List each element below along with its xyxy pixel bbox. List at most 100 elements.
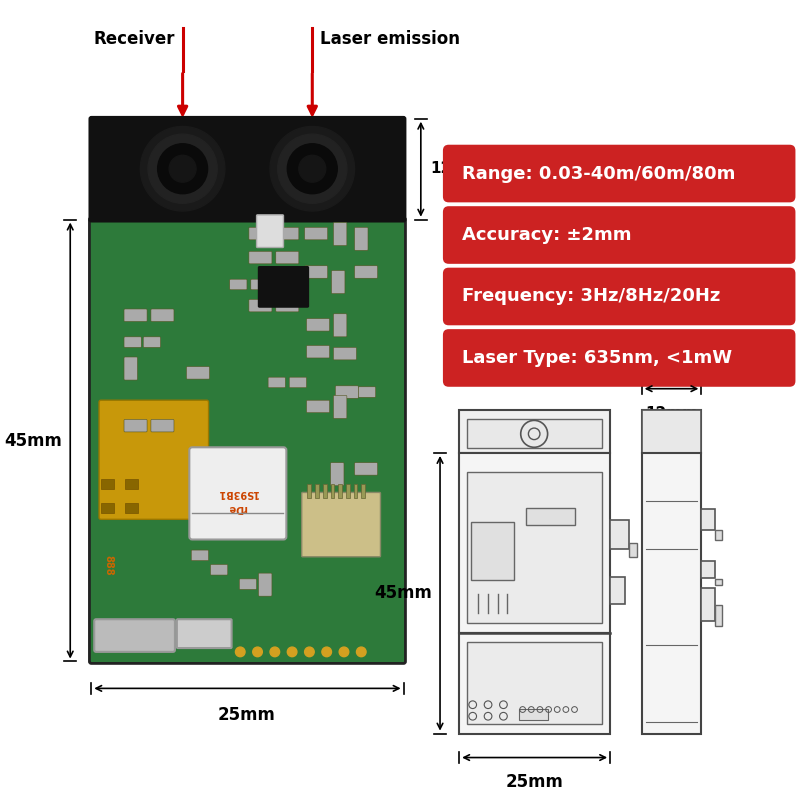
- FancyBboxPatch shape: [124, 419, 147, 432]
- FancyBboxPatch shape: [354, 227, 368, 250]
- FancyBboxPatch shape: [89, 116, 406, 222]
- Bar: [467, 642, 602, 724]
- FancyBboxPatch shape: [305, 266, 328, 278]
- Text: 1S93B1: 1S93B1: [217, 488, 258, 498]
- FancyBboxPatch shape: [305, 227, 328, 240]
- FancyBboxPatch shape: [330, 462, 344, 486]
- Text: 45mm: 45mm: [374, 584, 432, 602]
- Circle shape: [158, 144, 207, 194]
- FancyBboxPatch shape: [276, 227, 299, 240]
- Text: Range: 0.03-40m/60m/80m: Range: 0.03-40m/60m/80m: [462, 165, 735, 182]
- Bar: [125, 479, 138, 489]
- Text: Accuracy: ±2mm: Accuracy: ±2mm: [462, 226, 632, 244]
- Circle shape: [140, 126, 225, 211]
- FancyBboxPatch shape: [249, 227, 272, 240]
- Circle shape: [322, 647, 331, 657]
- FancyBboxPatch shape: [334, 347, 357, 360]
- Text: 45mm: 45mm: [5, 431, 62, 450]
- FancyBboxPatch shape: [354, 462, 378, 475]
- Text: Laser Type: 635nm, <1mW: Laser Type: 635nm, <1mW: [462, 349, 732, 367]
- Bar: [330, 484, 334, 498]
- Bar: [630, 543, 637, 557]
- Text: 888: 888: [104, 555, 114, 576]
- FancyBboxPatch shape: [190, 447, 286, 539]
- Circle shape: [169, 155, 196, 182]
- FancyBboxPatch shape: [239, 579, 257, 590]
- Text: 12mm: 12mm: [645, 406, 698, 421]
- FancyBboxPatch shape: [443, 206, 795, 264]
- Bar: [307, 484, 311, 498]
- FancyBboxPatch shape: [251, 279, 268, 290]
- Bar: [714, 579, 722, 585]
- Bar: [467, 419, 602, 448]
- Bar: [702, 509, 714, 530]
- Bar: [101, 479, 114, 489]
- FancyBboxPatch shape: [306, 318, 330, 331]
- Bar: [362, 484, 365, 498]
- FancyBboxPatch shape: [443, 329, 795, 386]
- Bar: [315, 484, 319, 498]
- Bar: [338, 484, 342, 498]
- Bar: [642, 410, 702, 453]
- Text: 25mm: 25mm: [506, 773, 563, 791]
- FancyBboxPatch shape: [335, 386, 358, 398]
- Text: 12mm: 12mm: [430, 162, 483, 176]
- FancyBboxPatch shape: [258, 266, 309, 307]
- FancyBboxPatch shape: [354, 266, 378, 278]
- FancyBboxPatch shape: [331, 270, 345, 294]
- Bar: [526, 508, 574, 525]
- Text: Receiver: Receiver: [94, 30, 175, 48]
- Bar: [470, 522, 514, 580]
- FancyBboxPatch shape: [186, 366, 210, 379]
- Bar: [354, 484, 358, 498]
- FancyBboxPatch shape: [90, 218, 406, 663]
- FancyBboxPatch shape: [210, 565, 228, 575]
- Bar: [346, 484, 350, 498]
- Bar: [459, 453, 610, 633]
- FancyBboxPatch shape: [249, 299, 272, 312]
- Bar: [642, 410, 702, 734]
- Circle shape: [235, 647, 245, 657]
- Circle shape: [287, 144, 338, 194]
- Circle shape: [299, 155, 326, 182]
- Text: rDe: rDe: [228, 503, 247, 513]
- Circle shape: [357, 647, 366, 657]
- FancyBboxPatch shape: [151, 309, 174, 322]
- FancyBboxPatch shape: [143, 337, 161, 347]
- Bar: [101, 503, 114, 513]
- FancyBboxPatch shape: [443, 145, 795, 202]
- Circle shape: [305, 647, 314, 657]
- FancyBboxPatch shape: [290, 377, 306, 388]
- FancyBboxPatch shape: [124, 357, 138, 380]
- FancyBboxPatch shape: [334, 314, 347, 337]
- Bar: [459, 410, 610, 453]
- Bar: [610, 577, 626, 604]
- FancyBboxPatch shape: [230, 279, 247, 290]
- FancyBboxPatch shape: [276, 251, 299, 264]
- FancyBboxPatch shape: [257, 215, 283, 247]
- FancyBboxPatch shape: [124, 337, 142, 347]
- FancyBboxPatch shape: [258, 573, 272, 596]
- FancyBboxPatch shape: [306, 400, 330, 413]
- Bar: [714, 530, 722, 539]
- Circle shape: [148, 134, 217, 203]
- Text: 25mm: 25mm: [218, 706, 276, 724]
- Bar: [610, 520, 630, 549]
- FancyBboxPatch shape: [177, 619, 231, 648]
- Bar: [518, 709, 548, 720]
- FancyBboxPatch shape: [151, 419, 174, 432]
- FancyBboxPatch shape: [268, 377, 286, 388]
- FancyBboxPatch shape: [249, 251, 272, 264]
- FancyBboxPatch shape: [334, 395, 347, 418]
- FancyBboxPatch shape: [276, 299, 299, 312]
- Bar: [702, 561, 714, 578]
- Bar: [125, 503, 138, 513]
- Bar: [714, 605, 722, 626]
- Circle shape: [287, 647, 297, 657]
- FancyBboxPatch shape: [94, 619, 175, 652]
- FancyBboxPatch shape: [306, 346, 330, 358]
- Circle shape: [278, 134, 347, 203]
- Bar: [702, 587, 714, 621]
- Text: Laser emission: Laser emission: [320, 30, 460, 48]
- Circle shape: [270, 647, 280, 657]
